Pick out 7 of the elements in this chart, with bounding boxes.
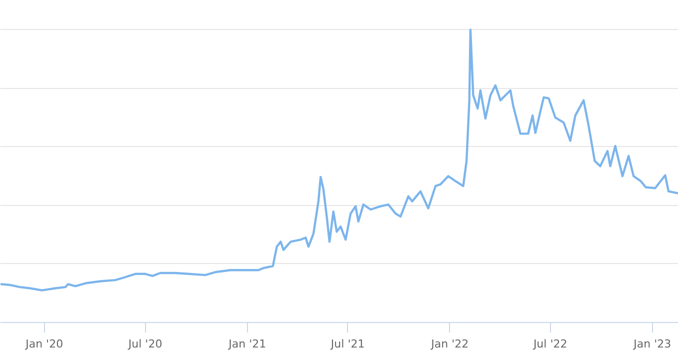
x-tick-label: Jan '21 (228, 338, 266, 350)
x-tick-label: Jul '21 (330, 338, 365, 350)
x-tick-label: Jul '22 (532, 338, 568, 350)
x-tick-label: Jul '20 (127, 338, 162, 350)
x-tick-label: Jan '22 (430, 338, 469, 350)
x-tick-label: Jan '23 (632, 338, 672, 350)
x-tick-label: Jan '20 (24, 338, 64, 350)
